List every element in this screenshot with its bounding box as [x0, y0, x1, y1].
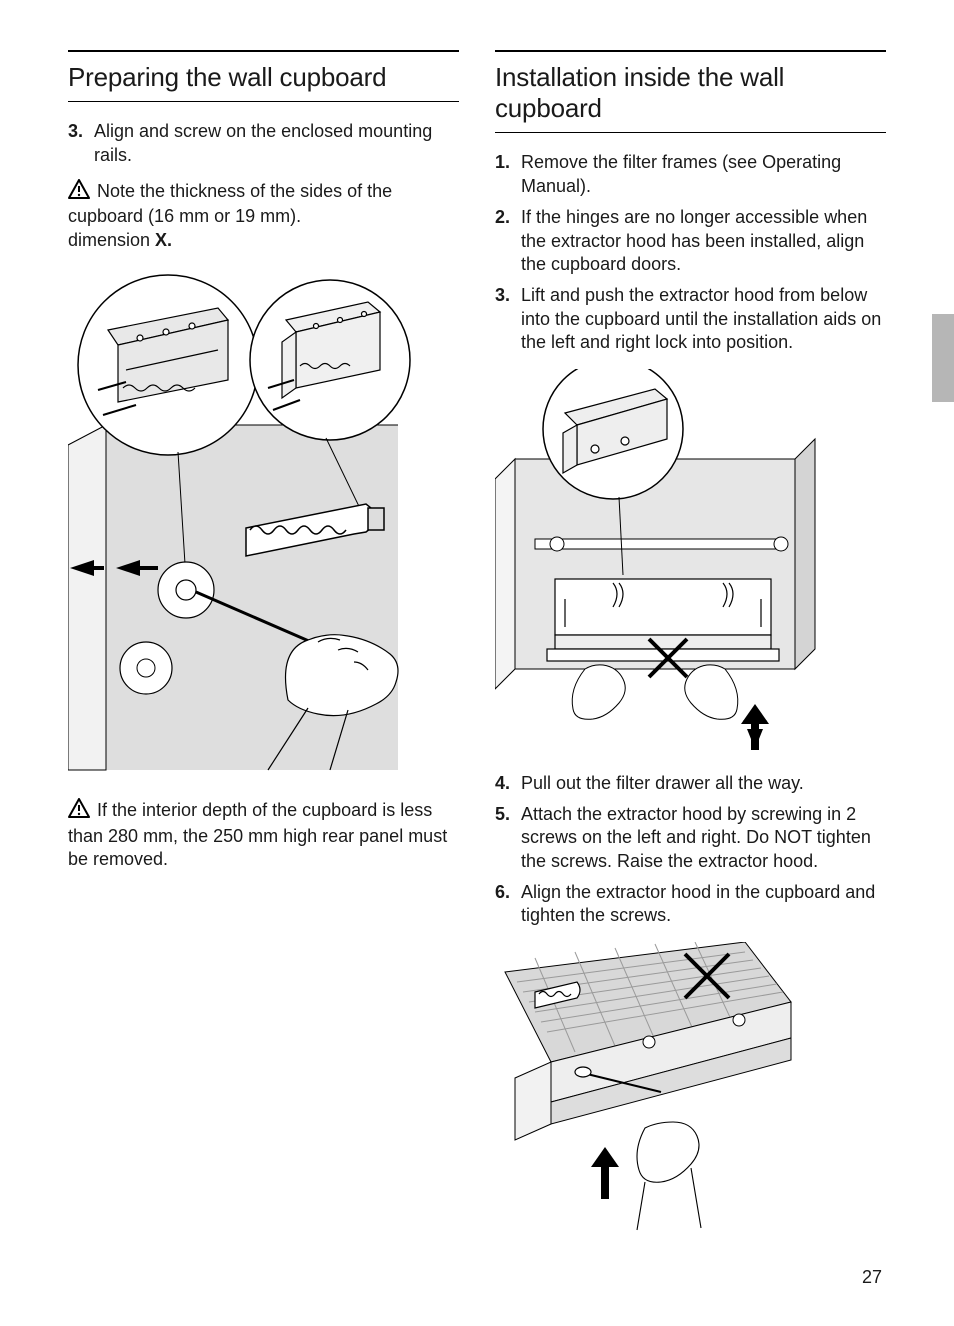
caution-note-2: If the interior depth of the cupboard is…	[68, 798, 459, 871]
right-column: Installation inside the wall cupboard 1.…	[495, 50, 886, 1250]
step-text: Align the extractor hood in the cupboard…	[521, 881, 886, 928]
caution-note-1: Note the thickness of the sides of the c…	[68, 179, 459, 252]
caution-text-1a: Note the thickness of the sides of the c…	[68, 181, 392, 226]
step-number: 6.	[495, 881, 521, 928]
step-number: 2.	[495, 206, 521, 276]
left-step-3: 3. Align and screw on the enclosed mount…	[68, 120, 459, 167]
step-number: 3.	[68, 120, 94, 167]
right-step-5: 5. Attach the extractor hood by screwing…	[495, 803, 886, 873]
right-step-3: 3. Lift and push the extractor hood from…	[495, 284, 886, 354]
right-step-2: 2. If the hinges are no longer accessibl…	[495, 206, 886, 276]
figure-hood-insert	[495, 369, 886, 754]
step-number: 4.	[495, 772, 521, 795]
right-steps-b: 4. Pull out the filter drawer all the wa…	[495, 772, 886, 928]
step-text: If the hinges are no longer accessible w…	[521, 206, 886, 276]
step-text: Attach the extractor hood by screwing in…	[521, 803, 886, 873]
right-heading: Installation inside the wall cupboard	[495, 50, 886, 133]
step-text: Lift and push the extractor hood from be…	[521, 284, 886, 354]
figure-hood-underside	[495, 942, 886, 1232]
step-number: 1.	[495, 151, 521, 198]
step-text: Pull out the filter drawer all the way.	[521, 772, 886, 795]
two-column-layout: Preparing the wall cupboard 3. Align and…	[68, 50, 886, 1250]
left-steps-1: 3. Align and screw on the enclosed mount…	[68, 120, 459, 167]
right-step-4: 4. Pull out the filter drawer all the wa…	[495, 772, 886, 795]
caution-text-1b-prefix: dimension	[68, 230, 155, 250]
page-number: 27	[862, 1267, 882, 1288]
right-step-6: 6. Align the extractor hood in the cupbo…	[495, 881, 886, 928]
left-heading: Preparing the wall cupboard	[68, 50, 459, 102]
caution-text-1b-bold: X.	[155, 230, 172, 250]
step-number: 5.	[495, 803, 521, 873]
step-number: 3.	[495, 284, 521, 354]
figure-mounting-rails	[68, 270, 459, 780]
step-text: Remove the filter frames (see Operating …	[521, 151, 886, 198]
caution-icon	[68, 179, 90, 205]
step-text: Align and screw on the enclosed mounting…	[94, 120, 459, 167]
right-steps-a: 1. Remove the filter frames (see Operati…	[495, 151, 886, 354]
caution-text-2: If the interior depth of the cupboard is…	[68, 800, 447, 869]
caution-icon	[68, 798, 90, 824]
left-column: Preparing the wall cupboard 3. Align and…	[68, 50, 459, 1250]
right-step-1: 1. Remove the filter frames (see Operati…	[495, 151, 886, 198]
page-edge-tab	[932, 314, 954, 402]
